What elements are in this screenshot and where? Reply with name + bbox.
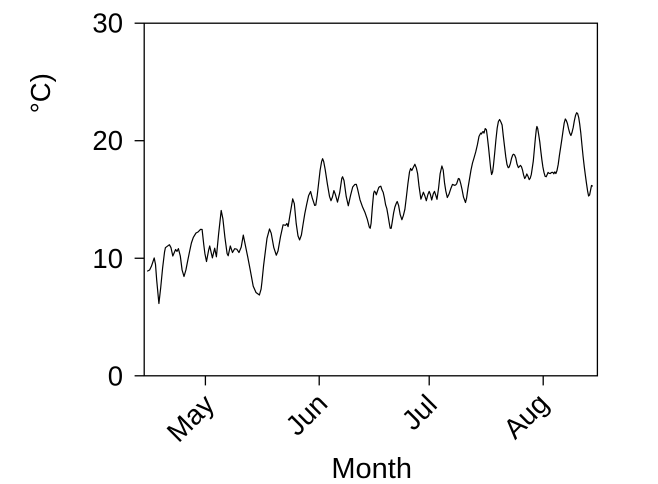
svg-text:20: 20: [92, 125, 123, 156]
svg-text:Month: Month: [331, 453, 412, 484]
svg-text:0: 0: [108, 360, 123, 391]
svg-text:30: 30: [92, 8, 123, 39]
svg-text:°C): °C): [25, 73, 56, 113]
svg-text:10: 10: [92, 243, 123, 274]
